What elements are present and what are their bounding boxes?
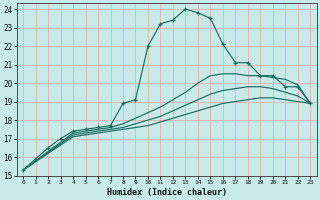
X-axis label: Humidex (Indice chaleur): Humidex (Indice chaleur)	[107, 188, 227, 197]
